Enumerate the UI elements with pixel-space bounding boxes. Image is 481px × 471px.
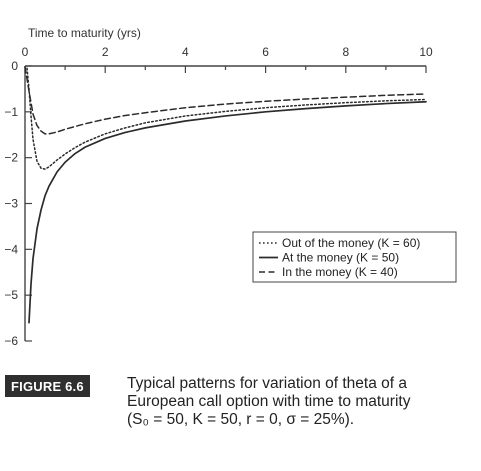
x-tick-label: 10 bbox=[419, 45, 433, 59]
y-tick-label: −6 bbox=[4, 334, 18, 348]
chart-legend: Out of the money (K = 60)At the money (K… bbox=[252, 231, 457, 283]
x-tick-label: 4 bbox=[182, 45, 189, 59]
x-tick-label: 6 bbox=[262, 45, 269, 59]
legend-label: Out of the money (K = 60) bbox=[282, 236, 420, 250]
x-axis-title: Time to maturity (yrs) bbox=[28, 26, 141, 40]
y-tick-label: −3 bbox=[4, 197, 18, 211]
y-tick-label: −2 bbox=[4, 151, 18, 165]
x-tick-label: 8 bbox=[342, 45, 349, 59]
chart-series bbox=[24, 66, 427, 324]
caption-text: Typical patterns for variation of theta … bbox=[127, 375, 411, 428]
theta-chart: Time to maturity (yrs) 0 2 4 6 8 10 0 −1 −2 −3 −4 −5… bbox=[4, 26, 457, 348]
y-tick-label: −4 bbox=[4, 242, 18, 256]
x-tick-label: 0 bbox=[22, 45, 29, 59]
series-line-dotted bbox=[26, 67, 427, 170]
series-line-solid bbox=[28, 100, 427, 324]
legend-box bbox=[252, 231, 457, 283]
y-tick-label: 0 bbox=[11, 59, 18, 73]
figure-label: FIGURE 6.6 bbox=[5, 375, 90, 397]
legend-label: In the money (K = 40) bbox=[282, 265, 398, 279]
y-tick-label: −1 bbox=[4, 105, 18, 119]
legend-label: At the money (K = 50) bbox=[282, 251, 399, 265]
x-tick-label: 2 bbox=[102, 45, 109, 59]
series-line-dashed bbox=[24, 66, 427, 135]
y-tick-label: −5 bbox=[4, 288, 18, 302]
chart-axes: Time to maturity (yrs) 0 2 4 6 8 10 0 −1 −2 −3 −4 −5… bbox=[4, 26, 433, 348]
